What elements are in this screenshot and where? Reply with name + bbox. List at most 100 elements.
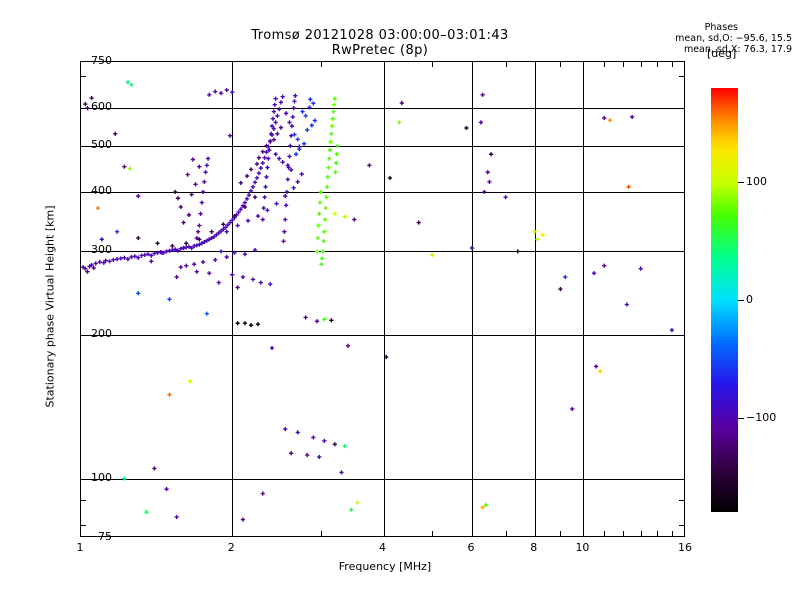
chart-title-line1: Tromsø 20121028 03:00:00–03:01:43 [251,28,509,43]
scatter-point [480,505,485,510]
scatter-point [540,232,545,237]
scatter-point [275,131,280,136]
scatter-point [503,195,508,200]
scatter-point [309,123,314,128]
scatter-point [188,379,193,384]
scatter-point [218,228,224,234]
x-tick-label: 1 [76,541,84,554]
scatter-point [256,155,262,160]
scatter-point [256,171,262,176]
scatter-point [291,106,296,111]
colorbar-unit-label: [deg] [707,47,737,60]
y-tick-label: 600 [91,100,112,114]
gridline-vertical [583,62,584,536]
scatter-point [173,247,178,252]
scatter-point [199,241,204,246]
axis-tick [677,335,684,336]
scatter-point [214,232,219,237]
axis-tick [679,76,684,77]
gridline-vertical [535,62,536,536]
axis-tick [81,251,88,252]
scatter-point [181,220,186,225]
scatter-point [224,254,229,260]
axis-tick [232,529,233,536]
axis-tick [472,62,473,69]
scatter-point [211,234,217,239]
scatter-point [255,322,261,327]
scatter-point [127,166,132,171]
scatter-point [355,500,360,505]
scatter-point [277,156,282,161]
scatter-point [250,184,256,189]
scatter-point [265,208,270,213]
axis-tick [506,62,507,67]
scatter-point [178,265,183,270]
scatter-point [332,211,337,216]
scatter-point [287,120,292,125]
scatter-point [184,263,189,268]
scatter-point [482,189,487,195]
phase-stats-annotation: Phases mean, sd,O: −95.6, 15.5 mean, sd,… [560,22,792,55]
gridline-vertical [384,62,385,536]
colorbar[interactable] [711,88,738,512]
scatter-point [287,154,292,159]
scatter-point [136,235,141,241]
scatter-point [303,315,308,320]
scatter-point [289,133,294,138]
scatter-point [238,180,243,185]
scatter-point [333,170,338,175]
axis-tick [535,529,536,536]
axis-tick [657,62,658,67]
x-tick-label: 8 [530,541,538,554]
y-tick-label: 75 [98,530,112,543]
scatter-point [297,147,302,152]
scatter-point [236,209,241,215]
axis-tick [535,62,536,69]
scatter-point [246,192,252,198]
scatter-point [207,271,212,276]
scatter-point [311,101,316,106]
scatter-point [248,323,254,328]
gridline-vertical [472,62,473,536]
scatter-point [252,180,258,185]
scatter-point [294,152,299,157]
scatter-point [264,174,269,180]
scatter-point [515,249,520,254]
y-tick-label: 500 [91,137,112,151]
scatter-point [184,241,189,246]
scatter-point [260,160,265,166]
scatter-point [332,96,337,101]
scatter-point [265,165,270,170]
scatter-point [305,127,310,133]
scatter-point [367,163,372,168]
scatter-point [416,220,421,225]
scatter-point [352,217,357,222]
colorbar-tick [738,182,744,183]
scatter-point [178,204,183,210]
scatter-point [266,156,271,161]
scatter-point [295,179,300,184]
scatter-point [626,184,631,189]
gridline-horizontal [81,192,684,193]
scatter-point [189,245,194,251]
scatter-point [322,438,327,443]
scatter-point [91,265,96,271]
scatter-point [216,230,221,236]
scatter-point [535,237,540,242]
scatter-point [225,222,230,228]
scatter-point [315,235,320,241]
scatter-point [107,259,112,264]
scatter-point [197,242,202,247]
scatter-point [478,120,483,125]
plot-area[interactable] [80,61,685,537]
scatter-point [349,507,354,512]
scatter-point [85,106,90,111]
gridline-horizontal [81,479,684,480]
axis-tick [677,251,684,252]
scatter-point [216,280,221,285]
scatter-point [284,203,289,208]
scatter-point [487,179,492,184]
scatter-point [115,229,120,234]
x-tick-label: 16 [678,541,692,554]
scatter-point [136,194,141,199]
